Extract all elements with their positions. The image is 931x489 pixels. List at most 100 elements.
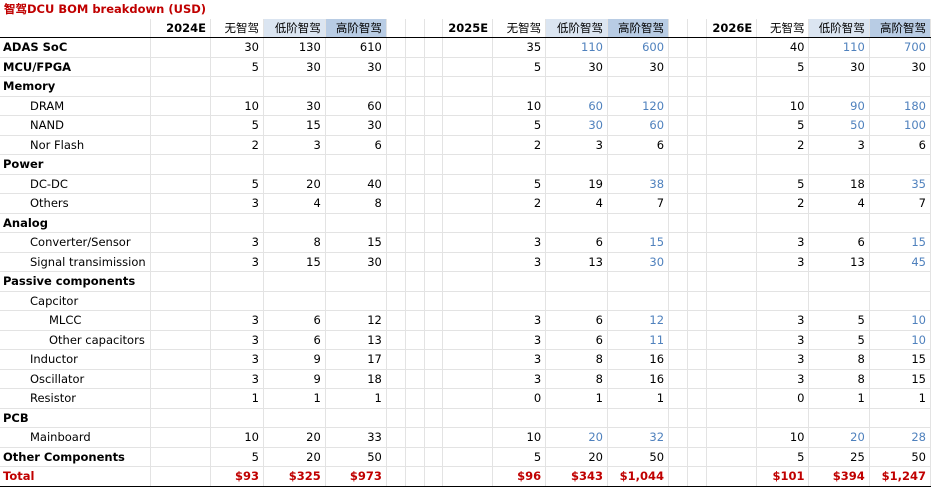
header-row: 2024E 无智驾 低阶智驾 高阶智驾 2025E 无智驾 低阶智驾 高阶智驾 2026E 无智驾… bbox=[0, 18, 931, 38]
spacer-cell bbox=[405, 232, 425, 253]
value-cell: 30 bbox=[869, 57, 931, 77]
value-cell: 8 bbox=[545, 369, 608, 389]
year-cell bbox=[150, 408, 212, 428]
table-row: Capcitor bbox=[0, 291, 931, 311]
spacer-cell bbox=[386, 291, 406, 311]
value-cell bbox=[492, 154, 547, 175]
spacer-cell bbox=[405, 349, 425, 370]
row-label: ADAS SoC bbox=[0, 37, 151, 58]
value-cell: 33 bbox=[325, 427, 387, 448]
spacer-cell bbox=[405, 330, 425, 350]
value-cell: 130 bbox=[263, 37, 326, 58]
spacer-cell bbox=[405, 427, 425, 448]
value-cell: 90 bbox=[808, 96, 870, 116]
value-cell: 2 bbox=[492, 135, 547, 155]
value-cell bbox=[808, 271, 870, 292]
value-cell: 8 bbox=[808, 369, 870, 389]
value-cell bbox=[756, 213, 810, 233]
value-cell: 3 bbox=[756, 252, 810, 272]
table-row: Analog bbox=[0, 213, 931, 233]
value-cell bbox=[210, 154, 264, 175]
value-cell: 3 bbox=[756, 310, 810, 331]
year-cell bbox=[150, 174, 212, 194]
total-value: $1,044 bbox=[607, 466, 670, 487]
row-label: Signal transimission bbox=[0, 252, 151, 272]
value-cell: 50 bbox=[869, 447, 931, 467]
spacer-cell bbox=[424, 408, 444, 428]
year-cell bbox=[706, 330, 758, 350]
value-cell: 18 bbox=[808, 174, 870, 194]
value-cell: 12 bbox=[325, 310, 387, 331]
value-cell bbox=[545, 213, 608, 233]
value-cell: 2 bbox=[756, 193, 810, 214]
spacer-cell bbox=[687, 466, 707, 487]
row-label: Capcitor bbox=[0, 291, 151, 311]
value-cell: 3 bbox=[492, 310, 547, 331]
spacer-cell bbox=[424, 174, 444, 194]
value-cell: 3 bbox=[808, 135, 870, 155]
col-header-high: 高阶智驾 bbox=[325, 18, 387, 38]
value-cell: 30 bbox=[808, 57, 870, 77]
value-cell bbox=[607, 271, 670, 292]
spacer-cell bbox=[687, 37, 707, 58]
value-cell: 5 bbox=[492, 57, 547, 77]
value-cell bbox=[607, 76, 670, 97]
value-cell: 4 bbox=[808, 193, 870, 214]
value-cell: 18 bbox=[325, 369, 387, 389]
year-cell bbox=[442, 349, 494, 370]
value-cell: 3 bbox=[756, 369, 810, 389]
value-cell: 50 bbox=[325, 447, 387, 467]
spacer-cell bbox=[668, 174, 688, 194]
spacer-cell bbox=[405, 408, 425, 428]
value-cell: 30 bbox=[607, 57, 670, 77]
spacer-cell bbox=[386, 96, 406, 116]
year-cell bbox=[706, 96, 758, 116]
year-cell bbox=[442, 232, 494, 253]
value-cell bbox=[756, 408, 810, 428]
value-cell: 5 bbox=[808, 310, 870, 331]
row-label: NAND bbox=[0, 115, 151, 136]
value-cell bbox=[607, 154, 670, 175]
value-cell: 8 bbox=[263, 232, 326, 253]
year-header-1: 2025E bbox=[442, 18, 494, 38]
year-cell bbox=[442, 310, 494, 331]
spacer-cell bbox=[687, 232, 707, 253]
value-cell bbox=[492, 76, 547, 97]
value-cell bbox=[607, 291, 670, 311]
value-cell: 10 bbox=[210, 96, 264, 116]
spacer-cell bbox=[687, 291, 707, 311]
spacer-cell bbox=[687, 330, 707, 350]
row-label: Memory bbox=[0, 76, 151, 97]
spacer-cell bbox=[668, 252, 688, 272]
year-cell bbox=[442, 291, 494, 311]
spacer-cell bbox=[405, 18, 425, 38]
spacer-cell bbox=[386, 427, 406, 448]
spacer-cell bbox=[405, 310, 425, 331]
spacer-cell bbox=[386, 57, 406, 77]
year-cell bbox=[442, 115, 494, 136]
value-cell bbox=[263, 408, 326, 428]
header-label-cell bbox=[0, 18, 151, 38]
year-header-2: 2026E bbox=[706, 18, 758, 38]
value-cell: 6 bbox=[808, 232, 870, 253]
value-cell bbox=[808, 291, 870, 311]
value-cell: 5 bbox=[756, 115, 810, 136]
value-cell: 3 bbox=[210, 193, 264, 214]
spacer-cell bbox=[424, 252, 444, 272]
value-cell: 1 bbox=[607, 388, 670, 409]
spacer-cell bbox=[386, 466, 406, 487]
year-cell bbox=[150, 447, 212, 467]
value-cell: 10 bbox=[869, 310, 931, 331]
value-cell: 19 bbox=[545, 174, 608, 194]
table-row: Oscillator 3 9 18 3 8 16 3 8 15 bbox=[0, 369, 931, 389]
value-cell: 2 bbox=[492, 193, 547, 214]
value-cell: 30 bbox=[325, 57, 387, 77]
year-cell bbox=[150, 213, 212, 233]
table-row: Converter/Sensor 3 8 15 3 6 15 3 6 15 bbox=[0, 232, 931, 253]
value-cell: 1 bbox=[325, 388, 387, 409]
year-cell bbox=[442, 174, 494, 194]
value-cell bbox=[545, 408, 608, 428]
value-cell: 9 bbox=[263, 369, 326, 389]
spacer-cell bbox=[687, 388, 707, 409]
row-label: Power bbox=[0, 154, 151, 175]
